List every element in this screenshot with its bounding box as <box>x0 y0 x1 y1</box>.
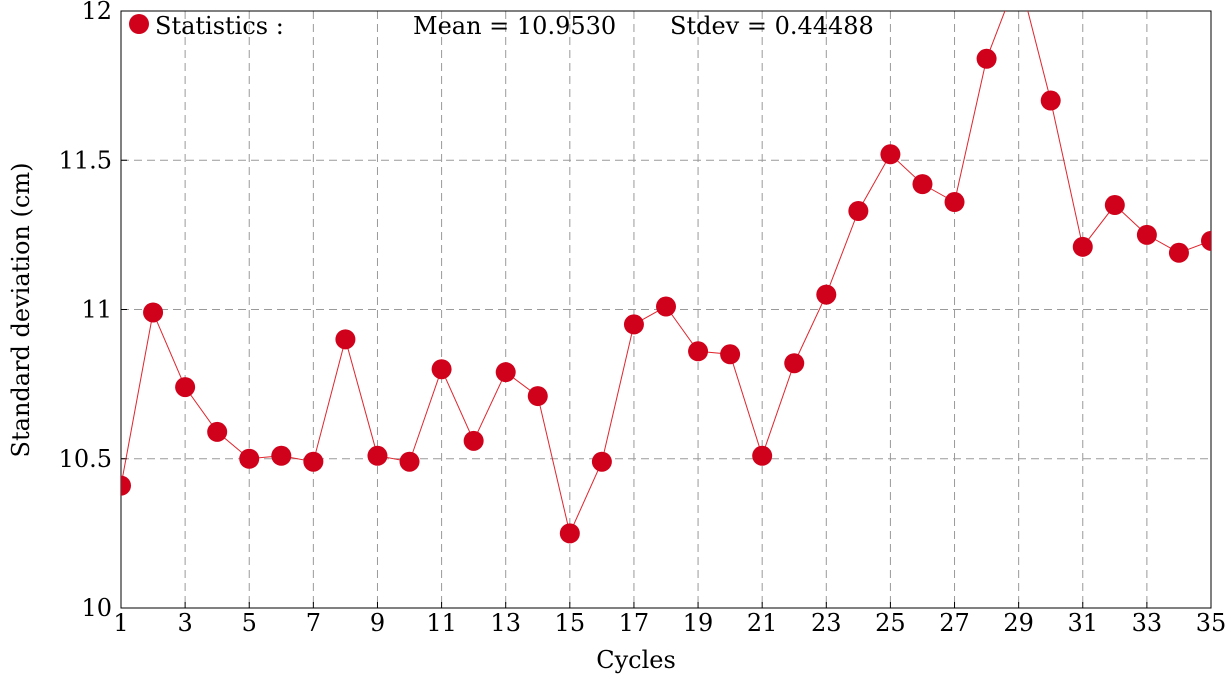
x-tick-label: 31 <box>1067 609 1098 637</box>
data-series <box>121 11 1211 544</box>
data-point <box>367 445 388 466</box>
data-point <box>912 174 933 195</box>
data-point <box>143 302 164 323</box>
data-point <box>303 451 324 472</box>
data-point <box>944 192 965 213</box>
data-point <box>1136 224 1157 245</box>
data-point <box>271 445 292 466</box>
x-tick-label: 21 <box>747 609 778 637</box>
data-point <box>1168 242 1189 263</box>
data-point <box>848 200 869 221</box>
legend: Statistics : Mean = 10.9530 Stdev = 0.44… <box>129 12 874 40</box>
data-point <box>880 144 901 165</box>
x-tick-label: 25 <box>875 609 906 637</box>
data-point <box>784 353 805 374</box>
x-tick-label: 15 <box>555 609 586 637</box>
axis-ticks: 1 3 5 7 9 11 13 15 17 19 21 23 25 27 29 31 33 351010.5111… <box>59 0 1227 637</box>
data-point <box>559 523 580 544</box>
legend-mean: Mean = 10.9530 <box>413 12 616 40</box>
x-tick-label: 7 <box>306 609 321 637</box>
data-point <box>527 386 548 407</box>
data-point <box>399 451 420 472</box>
data-point <box>463 430 484 451</box>
data-point <box>207 421 228 442</box>
data-point <box>752 445 773 466</box>
x-tick-label: 9 <box>370 609 385 637</box>
data-point <box>591 451 612 472</box>
y-axis-title: Standard deviation (cm) <box>7 163 35 458</box>
x-tick-label: 11 <box>426 609 457 637</box>
x-tick-label: 17 <box>619 609 650 637</box>
x-tick-label: 13 <box>490 609 521 637</box>
data-point <box>720 344 741 365</box>
data-point <box>976 48 997 69</box>
y-tick-label: 11.5 <box>59 146 112 174</box>
x-tick-label: 19 <box>683 609 714 637</box>
data-point <box>816 284 837 305</box>
data-point <box>431 359 452 380</box>
data-point <box>688 341 709 362</box>
data-point <box>1104 195 1125 216</box>
y-tick-label: 12 <box>81 0 112 25</box>
x-tick-label: 33 <box>1132 609 1163 637</box>
data-point <box>239 448 260 469</box>
legend-stdev: Stdev = 0.44488 <box>670 12 874 40</box>
y-tick-label: 10 <box>81 594 112 622</box>
x-tick-label: 5 <box>242 609 257 637</box>
data-point <box>175 377 196 398</box>
y-tick-label: 11 <box>81 296 112 324</box>
data-point <box>623 314 644 335</box>
legend-label: Statistics : <box>155 12 284 40</box>
x-axis-title: Cycles <box>596 646 676 674</box>
x-tick-label: 27 <box>939 609 970 637</box>
legend-marker <box>129 14 149 34</box>
x-tick-label: 3 <box>177 609 192 637</box>
data-point <box>1040 90 1061 111</box>
x-tick-label: 35 <box>1196 609 1227 637</box>
data-point <box>335 329 356 350</box>
y-tick-label: 10.5 <box>59 445 112 473</box>
data-point <box>1201 230 1211 251</box>
x-tick-label: 29 <box>1003 609 1034 637</box>
data-point <box>1072 236 1093 257</box>
data-point <box>121 475 131 496</box>
data-point <box>495 362 516 383</box>
x-tick-label: 1 <box>113 609 128 637</box>
x-tick-label: 23 <box>811 609 842 637</box>
data-point <box>656 296 676 317</box>
grid <box>121 11 1211 608</box>
